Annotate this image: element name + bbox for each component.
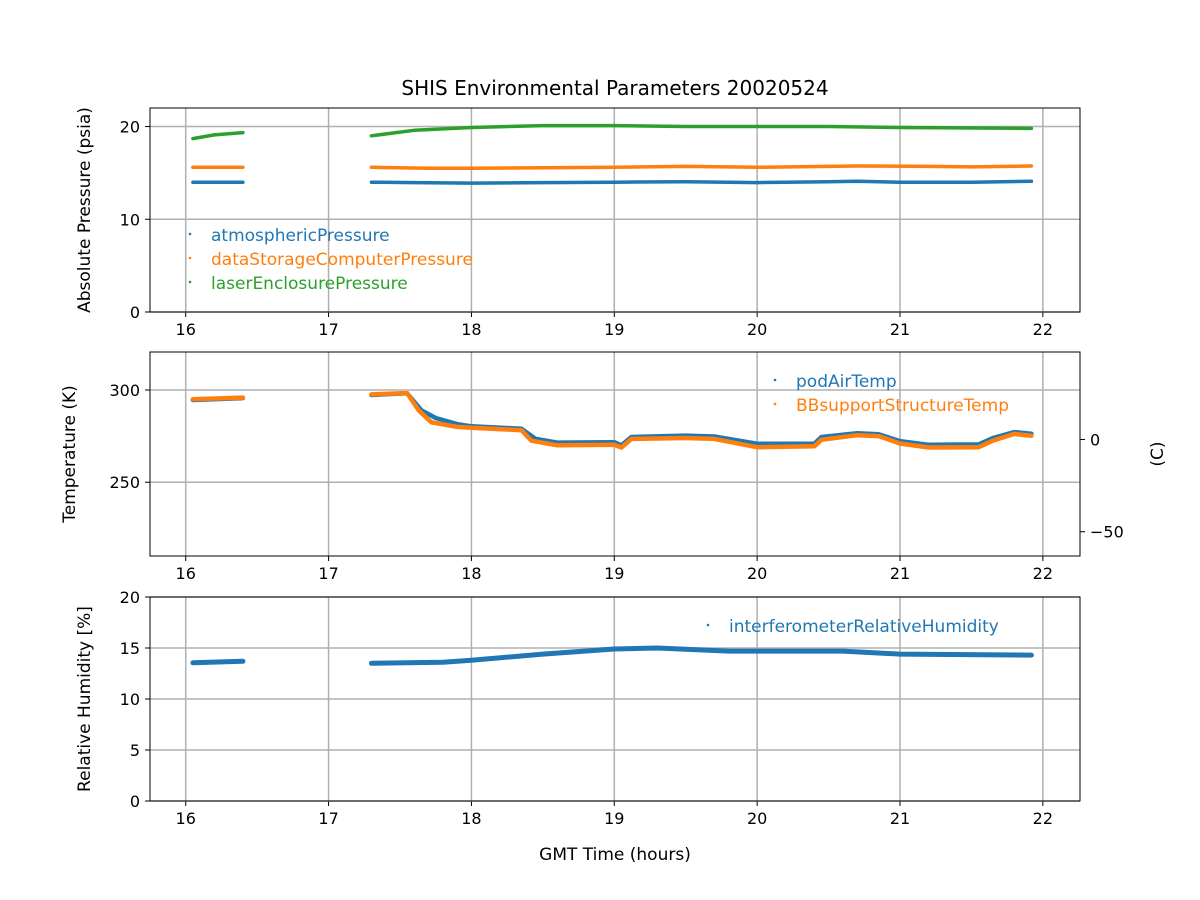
right-y-axis-label: (C): [1148, 441, 1168, 466]
x-tick-label: 20: [747, 320, 767, 339]
x-axis-label: GMT Time (hours): [539, 845, 691, 865]
y-tick-label: 10: [120, 210, 140, 229]
series-dataStorageComputerPressure: [191, 164, 1034, 171]
x-tick-label: 19: [604, 564, 624, 583]
y-tick-label: 15: [120, 639, 140, 658]
x-tick-label: 19: [604, 809, 624, 828]
y-axis-label: Absolute Pressure (psia): [75, 107, 95, 313]
legend-marker: [706, 623, 710, 627]
series-line-atmosphericPressure: [369, 179, 1034, 185]
legend-marker: [188, 232, 192, 236]
right-y-tick-label: 0: [1090, 431, 1100, 450]
series-line-dataStorageComputerPressure: [369, 164, 1034, 171]
x-tick-label: 21: [890, 809, 910, 828]
x-tick-label: 21: [890, 320, 910, 339]
x-tick-label: 16: [176, 809, 196, 828]
y-tick-label: 20: [120, 118, 140, 137]
series-BBsupportStructureTemp: [190, 390, 1034, 450]
x-tick-label: 20: [747, 564, 767, 583]
series-line-BBsupportStructureTemp: [369, 390, 1034, 450]
legend-marker: [188, 256, 192, 260]
y-tick-label: 10: [120, 690, 140, 709]
x-tick-label: 19: [604, 320, 624, 339]
series-atmosphericPressure: [191, 179, 1034, 185]
series-line-interferometerRelativeHumidity: [190, 658, 246, 666]
y-tick-label: 5: [130, 741, 140, 760]
series-line-podAirTemp: [369, 391, 1034, 448]
legend-label: BBsupportStructureTemp: [796, 396, 1009, 416]
legend-marker: [773, 378, 777, 382]
subplot-1: 16 17 18 19 20 21 22 0 10 20 Absolute Pressure (ps…: [75, 107, 1081, 339]
series-line-BBsupportStructureTemp: [190, 395, 246, 402]
legend-label: atmosphericPressure: [211, 226, 390, 246]
series-interferometerRelativeHumidity: [190, 645, 1034, 666]
x-tick-label: 20: [747, 809, 767, 828]
legend-label: laserEnclosurePressure: [211, 274, 408, 294]
series-line-interferometerRelativeHumidity: [368, 645, 1034, 666]
series-line-laserEnclosurePressure: [191, 130, 245, 141]
series-line-laserEnclosurePressure: [369, 123, 1034, 138]
subplot-2: 16 17 18 19 20 21 22 250 300 Temperature (K) 0 −50 (…: [60, 351, 1168, 583]
legend-marker: [773, 402, 777, 406]
x-tick-label: 16: [176, 564, 196, 583]
legend-label: dataStorageComputerPressure: [211, 250, 473, 270]
x-tick-label: 22: [1033, 564, 1053, 583]
x-tick-label: 18: [461, 320, 481, 339]
axes-frame: [149, 351, 1081, 557]
x-tick-label: 17: [318, 320, 338, 339]
legend-label: interferometerRelativeHumidity: [729, 617, 999, 637]
legend: podAirTemp BBsupportStructureTemp: [773, 372, 1009, 416]
y-axis-label: Relative Humidity [%]: [75, 606, 95, 792]
x-tick-label: 17: [318, 564, 338, 583]
legend: interferometerRelativeHumidity: [706, 617, 999, 637]
x-tick-label: 21: [890, 564, 910, 583]
subplot-3: 16 17 18 19 20 21 22 0 5 10 15 20 Relative Humidity …: [75, 588, 1081, 828]
x-tick-label: 22: [1033, 320, 1053, 339]
series-laserEnclosurePressure: [191, 123, 1034, 141]
y-tick-label: 300: [109, 381, 140, 400]
y-axis-label: Temperature (K): [60, 385, 80, 524]
legend-marker: [188, 280, 192, 284]
x-tick-label: 18: [461, 809, 481, 828]
y-tick-label: 20: [120, 588, 140, 607]
axes-frame: [149, 107, 1081, 313]
axes-frame: [149, 596, 1081, 802]
y-tick-label: 250: [109, 473, 140, 492]
x-tick-label: 16: [176, 320, 196, 339]
y-tick-label: 0: [130, 303, 140, 322]
chart-title: SHIS Environmental Parameters 20020524: [401, 76, 828, 100]
right-y-tick-label: −50: [1090, 523, 1124, 542]
y-tick-label: 0: [130, 792, 140, 811]
x-tick-label: 22: [1033, 809, 1053, 828]
x-tick-label: 18: [461, 564, 481, 583]
x-tick-label: 17: [318, 809, 338, 828]
legend-label: podAirTemp: [796, 372, 897, 392]
legend: atmosphericPressure dataStorageComputerPr…: [188, 226, 473, 294]
